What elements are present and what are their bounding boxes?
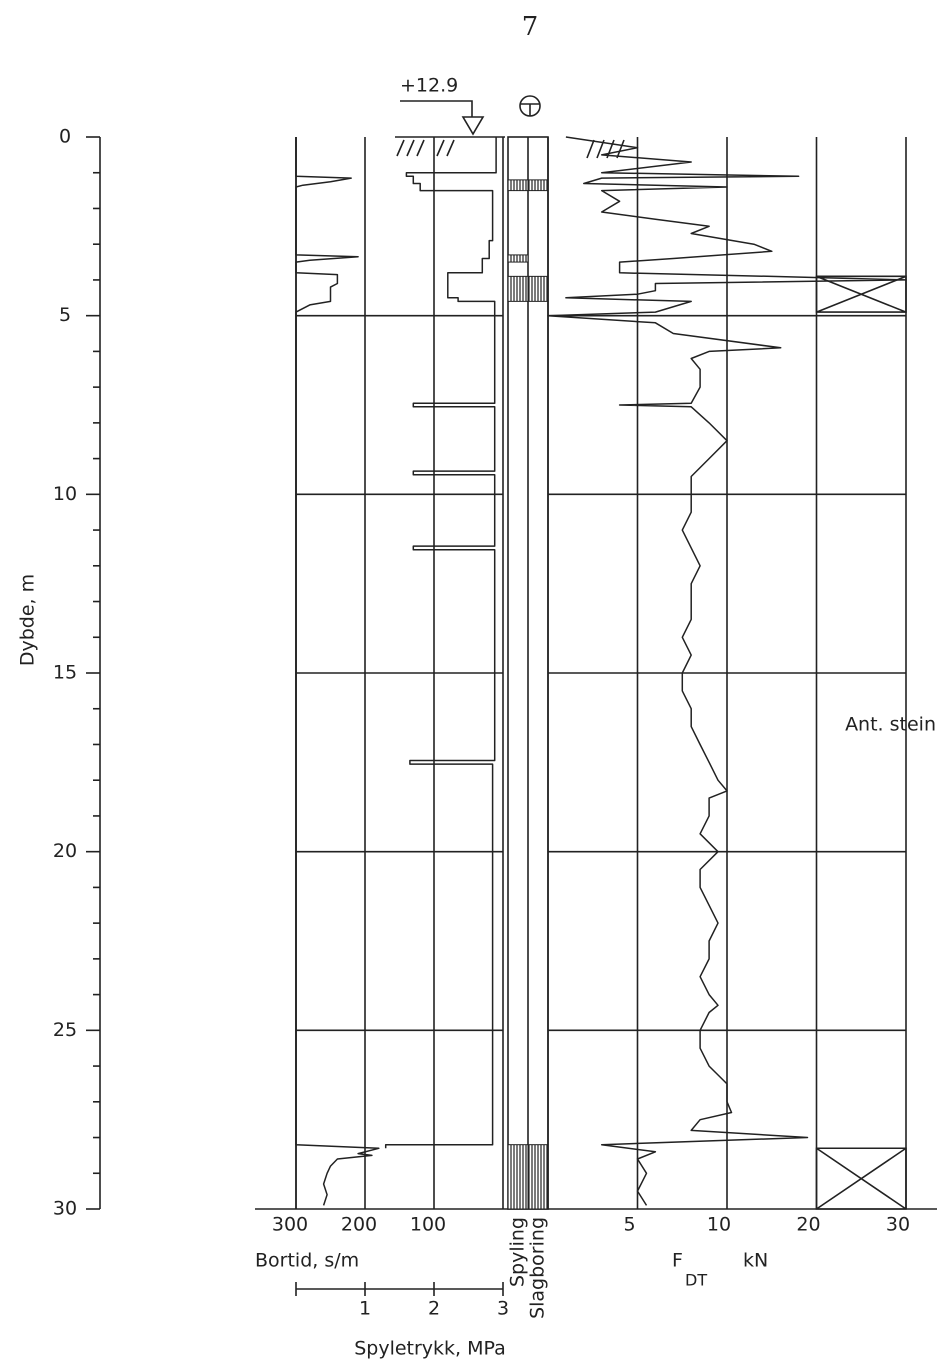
x-tick-label: 10 (707, 1214, 731, 1236)
x-tick-label: 5 (623, 1214, 635, 1236)
hatched-interval (507, 254, 529, 263)
sounding-symbol (521, 103, 539, 116)
elevation-label: +12.9 (400, 75, 458, 97)
hatched-interval (507, 275, 529, 302)
strip-label: Slagboring (527, 1217, 549, 1319)
y-tick-label: 25 (53, 1019, 77, 1041)
y-tick-label: 5 (59, 304, 71, 326)
y-axis-label: Dybde, m (17, 574, 39, 666)
x-tick-label: 3 (497, 1298, 509, 1320)
x-tick-label: 2 (428, 1298, 440, 1320)
hatched-interval (507, 179, 529, 192)
hatched-interval (527, 1144, 549, 1210)
hatched-interval (507, 1144, 529, 1210)
elevation-triangle (461, 116, 485, 136)
ground-hatch (395, 136, 625, 159)
x-axis-label: DT (685, 1271, 707, 1290)
x-tick-label: 300 (272, 1214, 308, 1236)
hatched-interval (527, 275, 549, 302)
x-axis-label: kN (743, 1250, 768, 1272)
x-axis-label: Spyletrykk, MPa (354, 1338, 506, 1360)
x-axis-label: Bortid, s/m (255, 1250, 359, 1272)
annotation: Ant. stein (845, 714, 936, 736)
trace (384, 137, 497, 1149)
x-axis-label: F (672, 1250, 683, 1272)
y-tick-label: 10 (53, 483, 77, 505)
elevation-leader (400, 100, 473, 117)
strip-label: Spyling (507, 1217, 529, 1287)
y-tick-label: 20 (53, 840, 77, 862)
crossed-box (815, 275, 907, 313)
x-tick-label: 1 (359, 1298, 371, 1320)
x-tick-label: 20 (796, 1214, 820, 1236)
crossed-box (815, 1147, 907, 1210)
y-tick-label: 15 (53, 662, 77, 684)
hatched-interval (527, 179, 549, 192)
y-tick-label: 0 (59, 126, 71, 148)
y-tick-label: 30 (53, 1198, 77, 1220)
x-tick-label: 30 (886, 1214, 910, 1236)
trace (547, 136, 907, 1206)
x-tick-label: 100 (410, 1214, 446, 1236)
page-number: 7 (522, 12, 539, 42)
trace (295, 137, 380, 1206)
x-tick-label: 200 (341, 1214, 377, 1236)
